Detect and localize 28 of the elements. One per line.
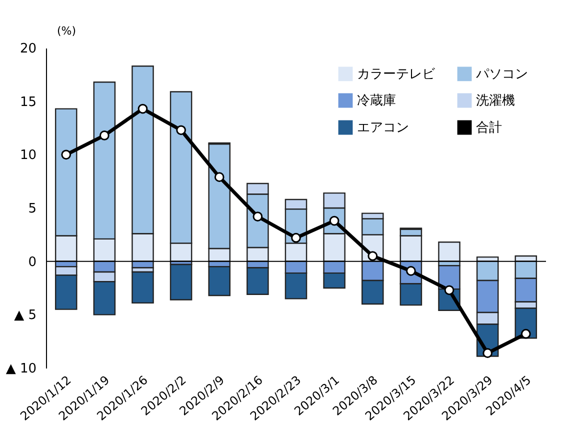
y-axis-title: (%) (56, 24, 76, 38)
y-tick-label: 10 (20, 148, 36, 164)
bar (132, 271, 154, 304)
point (520, 328, 531, 339)
y-tick-label: 15 (20, 94, 36, 110)
point (482, 348, 493, 358)
y-tick-label: ▲ 5 (14, 308, 36, 324)
point (99, 130, 110, 140)
point (444, 285, 454, 296)
legend-label: 洗濯機 (476, 94, 515, 108)
point (176, 125, 186, 136)
point (214, 172, 224, 182)
legend-label: カラーテレビ (357, 66, 436, 82)
point (138, 104, 148, 114)
legend-label: エアコン (357, 120, 409, 136)
legend-label: 冷蔵庫 (357, 92, 396, 108)
legend-label: パソコン (475, 66, 528, 82)
point (252, 212, 263, 222)
y-tick-label: 5 (28, 202, 36, 216)
point (368, 251, 378, 261)
point (291, 232, 301, 243)
bar (438, 242, 460, 262)
point (61, 150, 72, 160)
y-tick-label: ▲ 10 (6, 362, 36, 376)
y-tick-label: 20 (20, 42, 36, 56)
y-tick-label: 0 (28, 254, 36, 270)
bar (170, 264, 192, 300)
legend-label: 合計 (476, 120, 502, 136)
